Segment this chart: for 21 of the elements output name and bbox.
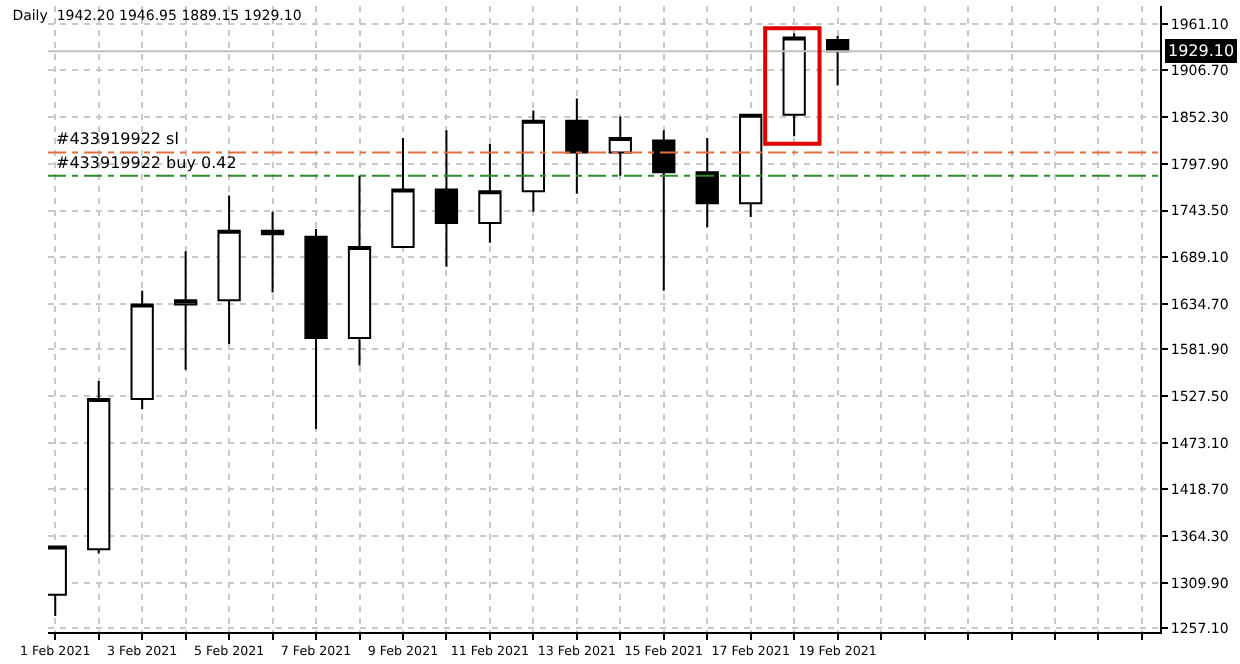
ref-line-label: #433919922 sl xyxy=(56,130,179,148)
candlestick xyxy=(434,129,459,268)
candlestick xyxy=(565,97,589,195)
candlestick xyxy=(521,109,546,213)
candlestick xyxy=(478,143,502,244)
candlestick xyxy=(260,210,285,294)
ref-line-label: 1929.10 xyxy=(1168,42,1235,60)
candlestick xyxy=(304,228,328,430)
candlestick xyxy=(130,289,154,411)
candlestick xyxy=(825,34,850,87)
candlestick xyxy=(391,137,415,249)
candlestick xyxy=(782,32,806,138)
candlestick xyxy=(174,250,198,371)
candlestick xyxy=(87,379,111,555)
candlestick xyxy=(347,174,372,367)
candlestick xyxy=(695,137,719,229)
candlestick xyxy=(652,129,676,292)
candlestick xyxy=(608,115,632,177)
candlestick xyxy=(217,194,241,346)
ref-line-label: #433919922 buy 0.42 xyxy=(56,154,237,172)
candlestick xyxy=(739,113,763,218)
